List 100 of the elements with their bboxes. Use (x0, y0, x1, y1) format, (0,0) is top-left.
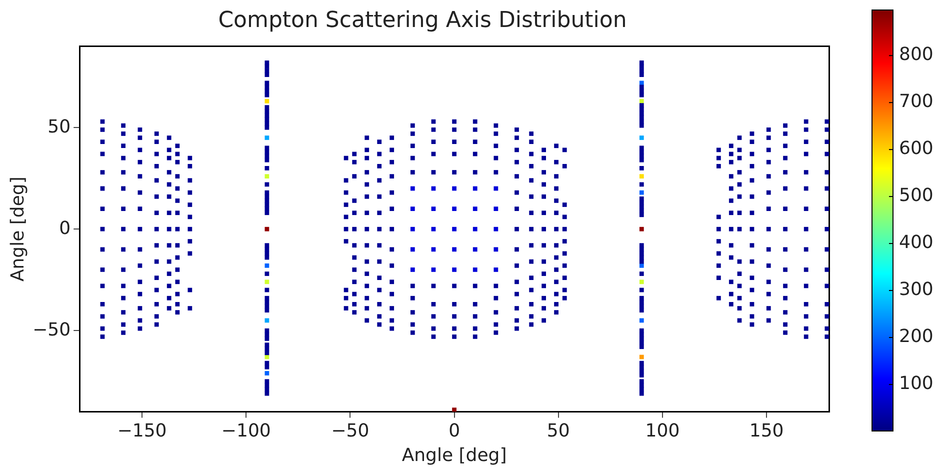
point (472, 334, 478, 339)
point (264, 88, 270, 94)
point (264, 84, 270, 90)
point (344, 239, 348, 244)
y-tick-label: 0 (59, 218, 71, 239)
point (804, 314, 808, 319)
point (452, 152, 456, 156)
point (514, 292, 519, 296)
point (804, 247, 808, 252)
point (264, 300, 270, 304)
point (364, 318, 370, 323)
point (452, 226, 456, 232)
point (410, 156, 415, 160)
point (188, 214, 192, 220)
point (138, 160, 142, 164)
point (264, 328, 270, 333)
point (154, 276, 159, 280)
point (264, 190, 270, 195)
point (562, 263, 567, 268)
point (494, 226, 498, 232)
point (390, 174, 394, 179)
point (175, 186, 180, 191)
point (716, 296, 721, 300)
point (121, 322, 126, 327)
point (166, 306, 172, 310)
point (121, 268, 126, 272)
point (639, 136, 644, 140)
point (542, 243, 546, 248)
point (352, 310, 357, 315)
point (639, 119, 644, 124)
point (639, 247, 644, 252)
point (390, 190, 394, 195)
point (728, 186, 734, 191)
point (166, 148, 172, 152)
point (154, 243, 159, 248)
point (737, 210, 742, 216)
point (364, 306, 370, 310)
point (639, 174, 644, 179)
point (352, 226, 357, 232)
point (138, 174, 142, 179)
point (121, 310, 126, 315)
point (529, 210, 534, 216)
point (166, 296, 172, 300)
point (166, 259, 172, 264)
point (766, 247, 771, 252)
point (472, 186, 478, 191)
point (716, 164, 721, 168)
point (514, 326, 519, 331)
point (264, 194, 270, 199)
point (494, 132, 498, 136)
point (783, 132, 788, 136)
point (824, 127, 829, 132)
point (264, 272, 270, 276)
point (804, 226, 808, 232)
point (364, 148, 370, 152)
point (562, 202, 567, 207)
point (554, 144, 558, 148)
point (100, 326, 105, 331)
point (175, 210, 180, 216)
point (639, 166, 644, 170)
point (264, 72, 270, 78)
point (494, 170, 498, 174)
point (352, 160, 357, 164)
point (410, 296, 415, 300)
point (639, 123, 644, 128)
point (529, 226, 534, 232)
point (639, 383, 644, 388)
point (494, 186, 498, 191)
point (154, 210, 159, 216)
point (766, 280, 771, 284)
point (264, 206, 270, 211)
point (783, 186, 788, 191)
point (390, 280, 394, 284)
point (514, 127, 519, 132)
point (783, 268, 788, 272)
point (264, 255, 270, 260)
point (452, 247, 456, 252)
point (737, 259, 742, 264)
point (100, 314, 105, 319)
point (824, 186, 829, 191)
point (494, 330, 498, 335)
point (554, 186, 558, 191)
point (494, 310, 498, 315)
point (514, 263, 519, 268)
point (121, 186, 126, 191)
point (639, 99, 644, 104)
point (410, 123, 415, 128)
point (750, 194, 754, 199)
point (431, 170, 436, 174)
point (264, 150, 270, 154)
point (514, 280, 519, 284)
point (824, 140, 829, 144)
point (639, 107, 644, 112)
point (824, 302, 829, 306)
point (138, 206, 142, 211)
point (728, 174, 734, 179)
point (188, 226, 192, 232)
point (390, 160, 394, 164)
point (562, 148, 567, 152)
point (175, 268, 180, 272)
